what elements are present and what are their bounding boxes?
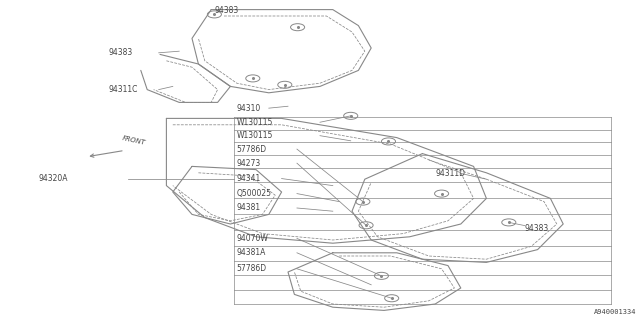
Text: 94383: 94383 xyxy=(214,6,239,15)
Text: 94341: 94341 xyxy=(237,174,261,183)
Text: A940001334: A940001334 xyxy=(595,309,637,315)
Text: FRONT: FRONT xyxy=(122,135,147,146)
Text: W130115: W130115 xyxy=(237,118,273,127)
Text: 94310: 94310 xyxy=(237,104,261,113)
Text: 57786D: 57786D xyxy=(237,145,267,154)
Text: Q500025: Q500025 xyxy=(237,189,272,198)
Text: 94070W: 94070W xyxy=(237,234,269,243)
Text: 94320A: 94320A xyxy=(38,174,68,183)
Text: 94381: 94381 xyxy=(237,204,261,212)
Text: 94311D: 94311D xyxy=(435,169,465,178)
Text: 94383: 94383 xyxy=(525,224,549,233)
Text: 94383: 94383 xyxy=(109,48,133,57)
Text: 94311C: 94311C xyxy=(109,85,138,94)
Text: W130115: W130115 xyxy=(237,131,273,140)
Text: 94273: 94273 xyxy=(237,159,261,168)
Text: 57786D: 57786D xyxy=(237,264,267,273)
Text: 94381A: 94381A xyxy=(237,248,266,257)
